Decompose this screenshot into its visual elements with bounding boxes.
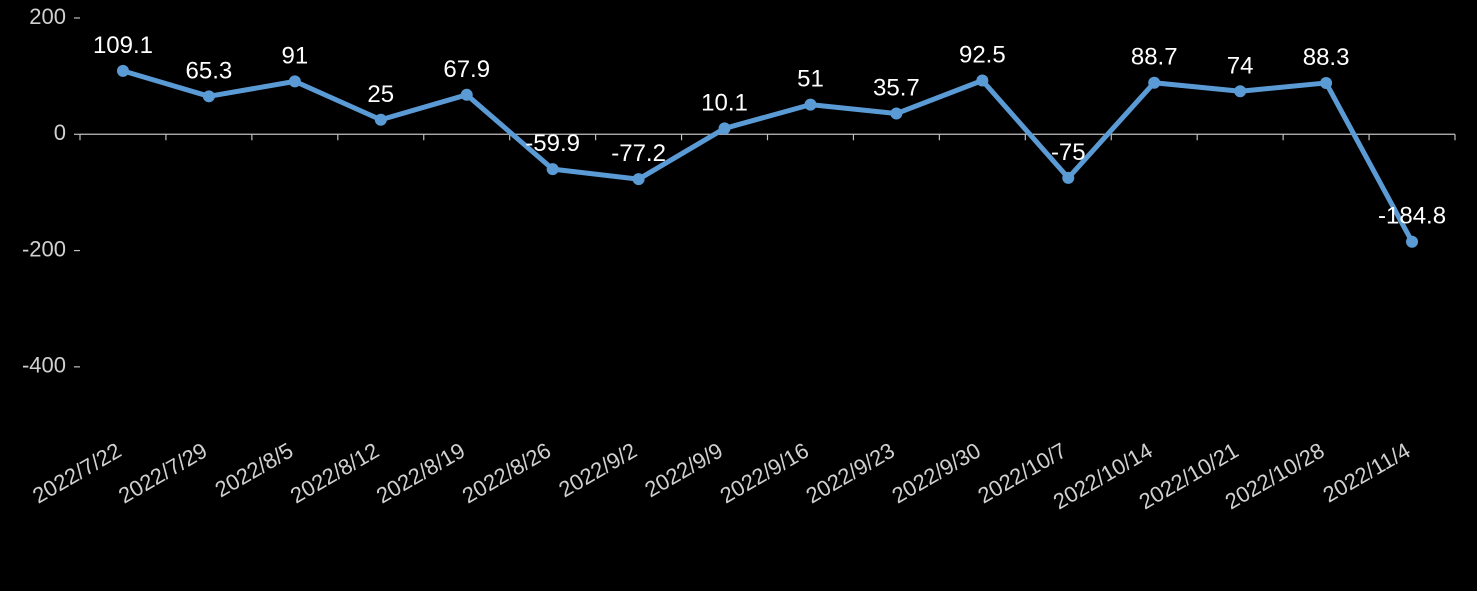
- series-marker: [719, 122, 731, 134]
- x-axis-label: 2022/9/2: [554, 438, 641, 502]
- data-label: 91: [281, 42, 308, 69]
- data-label: 65.3: [186, 57, 233, 84]
- x-axis-label: 2022/9/9: [640, 438, 727, 502]
- data-label: 109.1: [93, 32, 153, 59]
- series-marker: [633, 173, 645, 185]
- x-axis-label: 2022/7/29: [114, 438, 211, 509]
- series-marker: [289, 75, 301, 87]
- data-label: -77.2: [611, 140, 666, 167]
- x-axis-label: 2022/9/16: [716, 438, 813, 509]
- y-axis-label: -400: [22, 353, 66, 378]
- data-label: 51: [797, 66, 824, 93]
- data-label: -184.8: [1378, 203, 1446, 230]
- data-label: 67.9: [443, 56, 490, 83]
- x-axis-label: 2022/9/30: [888, 438, 985, 509]
- series-marker: [375, 114, 387, 126]
- series-line: [123, 71, 1412, 242]
- series-marker: [1062, 172, 1074, 184]
- x-axis-label: 2022/9/23: [802, 438, 899, 509]
- data-label: 88.7: [1131, 44, 1178, 71]
- series-marker: [976, 75, 988, 87]
- x-axis-label: 2022/10/28: [1221, 438, 1329, 515]
- x-axis-label: 2022/11/4: [1319, 438, 1415, 508]
- series-marker: [890, 108, 902, 120]
- data-label: 25: [367, 81, 394, 108]
- series-marker: [117, 65, 129, 77]
- series-marker: [1234, 85, 1246, 97]
- series-marker: [1406, 236, 1418, 248]
- series-marker: [461, 89, 473, 101]
- y-axis-label: -200: [22, 236, 66, 261]
- line-chart: 2000-200-4002022/7/222022/7/292022/8/520…: [0, 0, 1477, 591]
- x-axis-label: 2022/8/26: [458, 438, 555, 509]
- series-marker: [804, 99, 816, 111]
- data-label: 74: [1227, 52, 1254, 79]
- x-axis-label: 2022/7/22: [28, 438, 125, 509]
- data-label: 35.7: [873, 75, 920, 102]
- data-label: 92.5: [959, 42, 1006, 69]
- data-label: -59.9: [525, 130, 580, 157]
- y-axis-label: 200: [29, 4, 66, 29]
- data-label: -75: [1051, 139, 1086, 166]
- data-label: 88.3: [1303, 44, 1350, 71]
- data-label: 10.1: [701, 89, 748, 116]
- x-axis-label: 2022/8/12: [286, 438, 383, 509]
- series-marker: [1320, 77, 1332, 89]
- series-marker: [1148, 77, 1160, 89]
- x-axis-label: 2022/8/5: [211, 438, 298, 502]
- series-marker: [547, 163, 559, 175]
- y-axis-label: 0: [54, 120, 66, 145]
- series-marker: [203, 90, 215, 102]
- x-axis-label: 2022/8/19: [372, 438, 469, 509]
